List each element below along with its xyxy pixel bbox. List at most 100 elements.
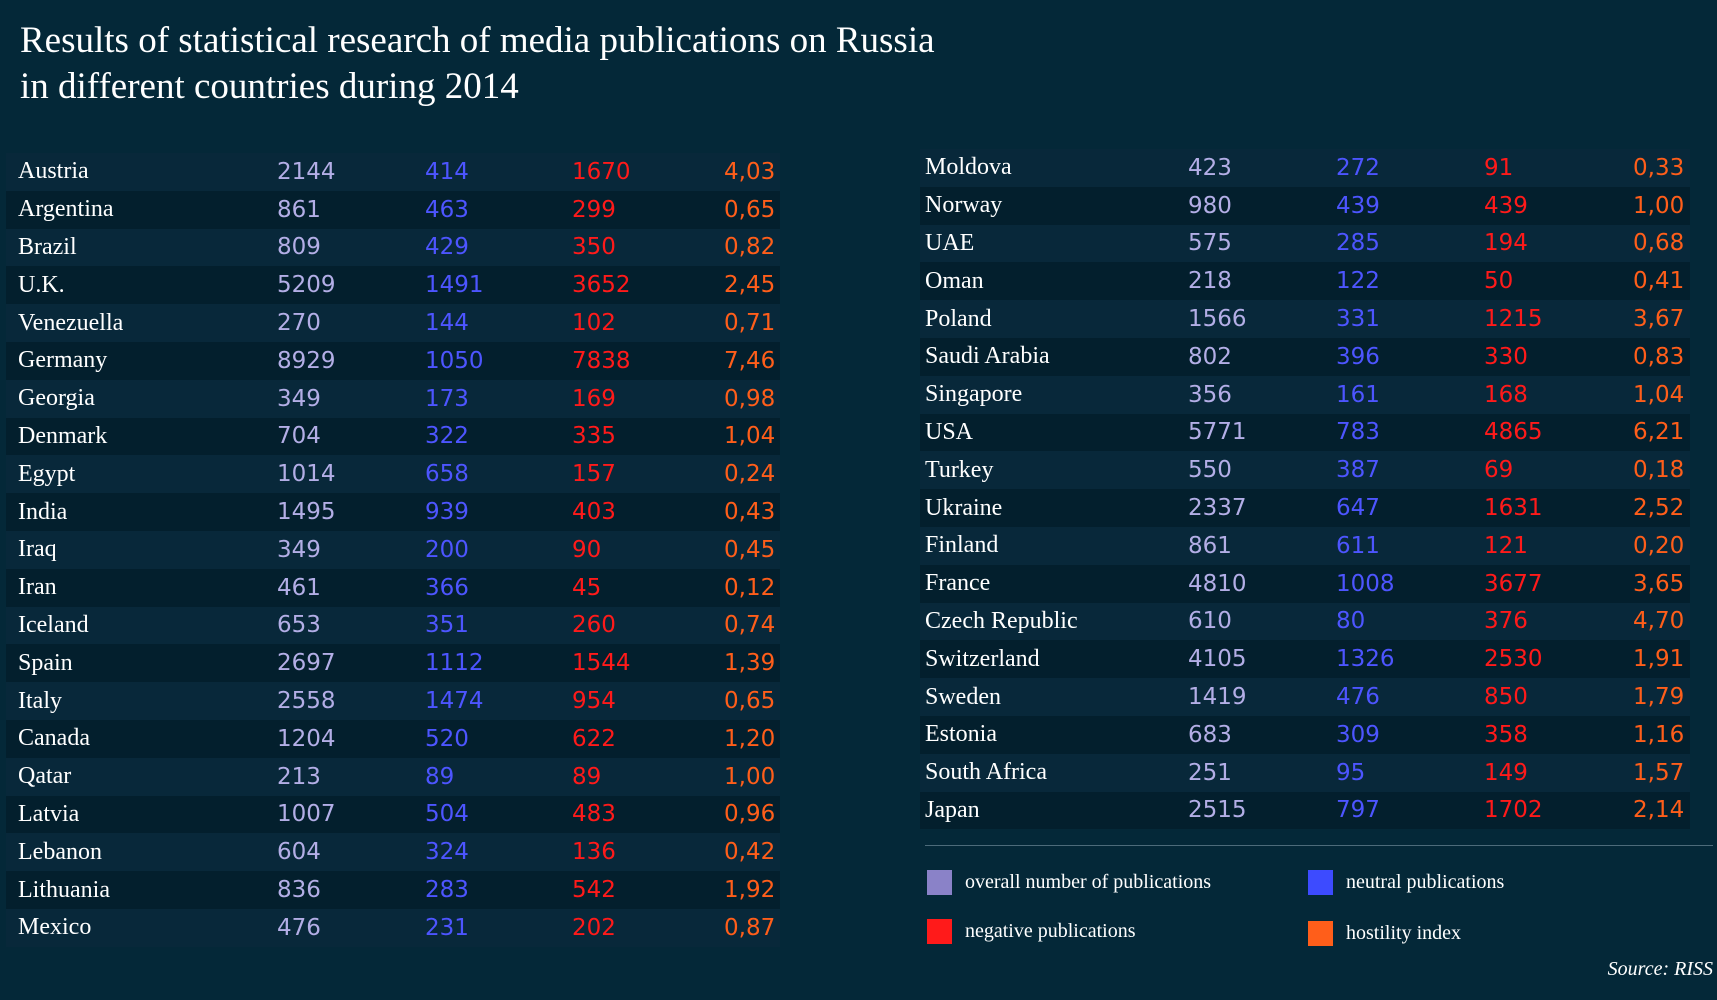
negative-value: 50 bbox=[1484, 268, 1514, 295]
negative-value: 954 bbox=[572, 688, 616, 715]
neutral-value: 1112 bbox=[425, 650, 484, 677]
total-value: 5771 bbox=[1188, 419, 1247, 446]
neutral-value: 122 bbox=[1336, 268, 1380, 295]
table-row: Turkey 550 387 69 0,18 bbox=[920, 451, 1690, 490]
hostility-index-value: 2,14 bbox=[1633, 797, 1685, 824]
hostility-index-value: 7,46 bbox=[724, 347, 776, 374]
country-name: Poland bbox=[925, 305, 992, 332]
country-name: Canada bbox=[18, 725, 90, 752]
negative-value: 194 bbox=[1484, 230, 1528, 257]
legend-swatch-negative bbox=[927, 919, 952, 944]
hostility-index-value: 0,65 bbox=[724, 688, 776, 715]
legend-label-neutral: neutral publications bbox=[1346, 871, 1505, 893]
total-value: 604 bbox=[277, 839, 321, 866]
negative-value: 850 bbox=[1484, 684, 1528, 711]
total-value: 2515 bbox=[1188, 797, 1247, 824]
total-value: 349 bbox=[277, 385, 321, 412]
hostility-index-value: 0,45 bbox=[724, 536, 776, 563]
negative-value: 403 bbox=[572, 499, 616, 526]
table-row: Spain 2697 1112 1544 1,39 bbox=[6, 644, 780, 683]
table-row: Denmark 704 322 335 1,04 bbox=[6, 417, 780, 456]
neutral-value: 476 bbox=[1336, 684, 1380, 711]
country-name: Lithuania bbox=[18, 876, 110, 903]
country-name: Denmark bbox=[18, 422, 108, 449]
negative-value: 202 bbox=[572, 914, 616, 941]
neutral-value: 283 bbox=[425, 877, 469, 904]
total-value: 809 bbox=[277, 234, 321, 261]
table-row: Iraq 349 200 90 0,45 bbox=[6, 530, 780, 569]
total-value: 1419 bbox=[1188, 684, 1247, 711]
country-name: Oman bbox=[925, 267, 984, 294]
neutral-value: 173 bbox=[425, 385, 469, 412]
hostility-index-value: 4,70 bbox=[1633, 608, 1685, 635]
table-row: Iran 461 366 45 0,12 bbox=[6, 568, 780, 607]
legend-swatch-overall bbox=[927, 870, 952, 895]
neutral-value: 504 bbox=[425, 801, 469, 828]
neutral-value: 658 bbox=[425, 461, 469, 488]
total-value: 683 bbox=[1188, 721, 1232, 748]
country-name: U.K. bbox=[18, 271, 65, 298]
hostility-index-value: 0,82 bbox=[724, 234, 776, 261]
country-name: Spain bbox=[18, 649, 73, 676]
country-name: Japan bbox=[925, 796, 980, 823]
legend-item-negative: negative publications bbox=[927, 919, 1136, 944]
neutral-value: 439 bbox=[1336, 192, 1380, 219]
country-name: Iraq bbox=[18, 536, 57, 563]
total-value: 802 bbox=[1188, 343, 1232, 370]
hostility-index-value: 1,79 bbox=[1633, 684, 1685, 711]
country-name: South Africa bbox=[925, 759, 1047, 786]
table-row: Germany 8929 1050 7838 7,46 bbox=[6, 341, 780, 380]
neutral-value: 1491 bbox=[425, 272, 484, 299]
neutral-value: 89 bbox=[425, 763, 455, 790]
hostility-index-value: 0,71 bbox=[724, 310, 776, 337]
table-row: India 1495 939 403 0,43 bbox=[6, 493, 780, 531]
hostility-index-value: 0,68 bbox=[1633, 230, 1685, 257]
negative-value: 3677 bbox=[1484, 570, 1543, 597]
country-name: Iceland bbox=[18, 611, 89, 638]
country-name: Singapore bbox=[925, 381, 1023, 408]
hostility-index-value: 0,18 bbox=[1633, 457, 1685, 484]
neutral-value: 429 bbox=[425, 234, 469, 261]
total-value: 1566 bbox=[1188, 306, 1247, 333]
hostility-index-value: 0,98 bbox=[724, 385, 776, 412]
neutral-value: 144 bbox=[425, 310, 469, 337]
neutral-value: 939 bbox=[425, 499, 469, 526]
country-name: Brazil bbox=[18, 233, 77, 260]
negative-value: 3652 bbox=[572, 272, 631, 299]
neutral-value: 797 bbox=[1336, 797, 1380, 824]
total-value: 2697 bbox=[277, 650, 336, 677]
negative-value: 542 bbox=[572, 877, 616, 904]
hostility-index-value: 1,04 bbox=[724, 423, 776, 450]
table-right: Moldova 423 272 91 0,33 Norway 980 439 439 1,00 UA… bbox=[920, 149, 1690, 830]
legend-item-hostility: hostility index bbox=[1308, 921, 1461, 946]
negative-value: 299 bbox=[572, 196, 616, 223]
total-value: 2144 bbox=[277, 158, 336, 185]
neutral-value: 463 bbox=[425, 196, 469, 223]
table-row: Norway 980 439 439 1,00 bbox=[920, 186, 1690, 225]
table-row: Switzerland 4105 1326 2530 1,91 bbox=[920, 640, 1690, 679]
hostility-index-value: 0,42 bbox=[724, 839, 776, 866]
total-value: 653 bbox=[277, 612, 321, 639]
country-name: Italy bbox=[18, 687, 62, 714]
total-value: 861 bbox=[277, 196, 321, 223]
negative-value: 439 bbox=[1484, 192, 1528, 219]
negative-value: 102 bbox=[572, 310, 616, 337]
hostility-index-value: 0,83 bbox=[1633, 343, 1685, 370]
hostility-index-value: 0,96 bbox=[724, 801, 776, 828]
table-row: Lebanon 604 324 136 0,42 bbox=[6, 833, 780, 872]
table-row: Canada 1204 520 622 1,20 bbox=[6, 719, 780, 758]
negative-value: 1631 bbox=[1484, 495, 1543, 522]
neutral-value: 520 bbox=[425, 725, 469, 752]
negative-value: 91 bbox=[1484, 154, 1514, 181]
negative-value: 330 bbox=[1484, 343, 1528, 370]
negative-value: 1670 bbox=[572, 158, 631, 185]
country-name: Lebanon bbox=[18, 838, 102, 865]
hostility-index-value: 1,92 bbox=[724, 877, 776, 904]
hostility-index-value: 0,24 bbox=[724, 461, 776, 488]
country-name: Estonia bbox=[925, 721, 997, 748]
neutral-value: 396 bbox=[1336, 343, 1380, 370]
hostility-index-value: 0,65 bbox=[724, 196, 776, 223]
chart-title: Results of statistical research of media… bbox=[20, 18, 935, 110]
hostility-index-value: 3,67 bbox=[1633, 306, 1685, 333]
table-row: Oman 218 122 50 0,41 bbox=[920, 262, 1690, 301]
